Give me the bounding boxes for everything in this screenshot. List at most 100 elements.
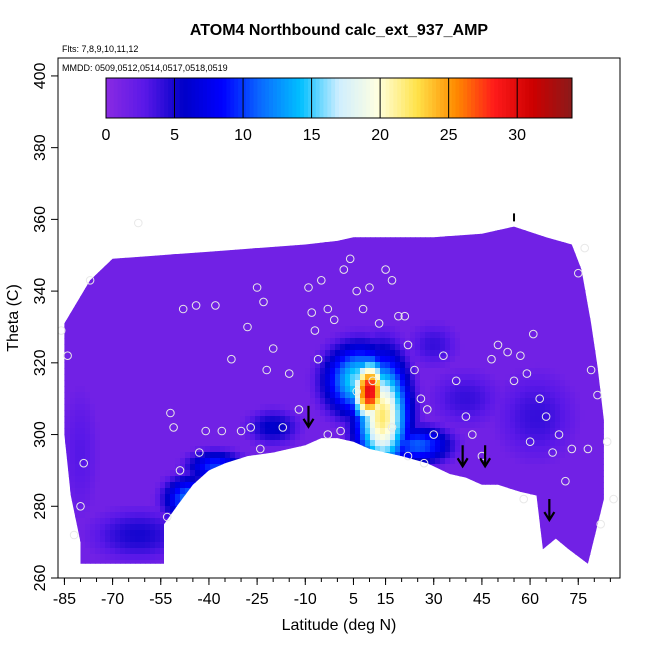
- heatmap-cell: [410, 242, 416, 249]
- heatmap-cell: [110, 242, 116, 249]
- heatmap-cell: [330, 242, 336, 249]
- heatmap-cell: [405, 326, 411, 333]
- heatmap-cell: [240, 248, 246, 255]
- heatmap-cell: [315, 560, 321, 564]
- heatmap-cell: [195, 302, 201, 309]
- heatmap-cell: [370, 386, 376, 393]
- heatmap-cell: [115, 230, 121, 237]
- heatmap-cell: [220, 226, 226, 231]
- heatmap-cell: [290, 476, 296, 483]
- heatmap-cell: [205, 332, 211, 339]
- heatmap-cell: [310, 212, 316, 219]
- heatmap-cell: [360, 506, 366, 513]
- heatmap-cell: [90, 566, 96, 573]
- heatmap-cell: [40, 236, 46, 243]
- heatmap-cell: [140, 278, 146, 285]
- heatmap-cell: [60, 206, 66, 213]
- heatmap-cell: [320, 272, 326, 279]
- heatmap-cell: [160, 404, 166, 411]
- heatmap-cell: [385, 428, 391, 435]
- heatmap-cell: [145, 524, 151, 531]
- heatmap-cell: [310, 494, 316, 501]
- heatmap-cell: [315, 314, 321, 321]
- heatmap-cell: [265, 290, 271, 297]
- heatmap-cell: [130, 386, 136, 393]
- heatmap-cell: [330, 284, 336, 291]
- heatmap-cell: [140, 488, 146, 495]
- heatmap-cell: [390, 518, 396, 525]
- heatmap-cell: [100, 452, 106, 459]
- heatmap-cell: [355, 368, 361, 375]
- heatmap-cell: [145, 404, 151, 411]
- heatmap-cell: [185, 512, 191, 519]
- heatmap-cell: [365, 494, 371, 501]
- heatmap-cell: [165, 248, 171, 255]
- heatmap-cell: [195, 428, 201, 435]
- heatmap-cell: [145, 416, 151, 423]
- heatmap-cell: [180, 278, 186, 285]
- heatmap-cell: [145, 578, 151, 585]
- heatmap-cell: [390, 254, 396, 261]
- heatmap-cell: [415, 410, 421, 417]
- heatmap-cell: [345, 560, 351, 564]
- heatmap-cell: [265, 320, 271, 327]
- heatmap-cell: [40, 260, 46, 267]
- heatmap-cell: [365, 284, 371, 291]
- heatmap-cell: [350, 578, 356, 585]
- heatmap-cell: [120, 212, 126, 219]
- heatmap-cell: [175, 494, 181, 501]
- heatmap-cell: [245, 554, 251, 561]
- heatmap-cell: [80, 416, 86, 423]
- heatmap-cell: [345, 308, 351, 315]
- heatmap-cell: [95, 278, 101, 285]
- heatmap-cell: [205, 470, 211, 477]
- heatmap-cell: [270, 236, 276, 243]
- heatmap-cell: [270, 284, 276, 291]
- heatmap-cell: [160, 260, 166, 267]
- heatmap-cell: [120, 578, 126, 585]
- heatmap-cell: [400, 506, 406, 513]
- heatmap-cell: [145, 254, 151, 261]
- heatmap-cell: [235, 554, 241, 561]
- heatmap-cell: [160, 554, 166, 561]
- heatmap-cell: [375, 296, 381, 303]
- heatmap-cell: [310, 338, 316, 345]
- heatmap-cell: [265, 374, 271, 381]
- heatmap-cell: [65, 422, 71, 429]
- heatmap-cell: [150, 314, 156, 321]
- heatmap-cell: [390, 314, 396, 321]
- heatmap-cell: [420, 326, 426, 333]
- heatmap-cell: [265, 536, 271, 543]
- heatmap-cell: [245, 536, 251, 543]
- heatmap-cell: [310, 524, 316, 531]
- heatmap-cell: [265, 272, 271, 279]
- heatmap-cell: [360, 242, 366, 249]
- heatmap-cell: [365, 368, 371, 375]
- heatmap-cell: [325, 236, 331, 243]
- heatmap-cell: [360, 434, 366, 441]
- heatmap-cell: [140, 530, 146, 537]
- heatmap-cell: [235, 320, 241, 327]
- heatmap-cell: [190, 428, 196, 435]
- heatmap-cell: [365, 266, 371, 273]
- heatmap-cell: [165, 230, 171, 237]
- heatmap-cell: [270, 428, 276, 435]
- heatmap-cell: [300, 494, 306, 501]
- heatmap-cell: [110, 290, 116, 297]
- heatmap-cell: [235, 434, 241, 441]
- heatmap-cell: [245, 332, 251, 339]
- heatmap-cell: [310, 566, 316, 573]
- heatmap-cell: [130, 326, 136, 333]
- heatmap-cell: [180, 266, 186, 273]
- heatmap-cell: [400, 350, 406, 357]
- heatmap-cell: [200, 434, 206, 441]
- heatmap-cell: [50, 422, 56, 429]
- heatmap-cell: [265, 248, 271, 255]
- heatmap-cell: [125, 452, 131, 459]
- heatmap-cell: [210, 434, 216, 441]
- heatmap-cell: [285, 308, 291, 315]
- heatmap-cell: [190, 236, 196, 243]
- heatmap-cell: [395, 266, 401, 273]
- heatmap-cell: [160, 374, 166, 381]
- heatmap-cell: [315, 494, 321, 501]
